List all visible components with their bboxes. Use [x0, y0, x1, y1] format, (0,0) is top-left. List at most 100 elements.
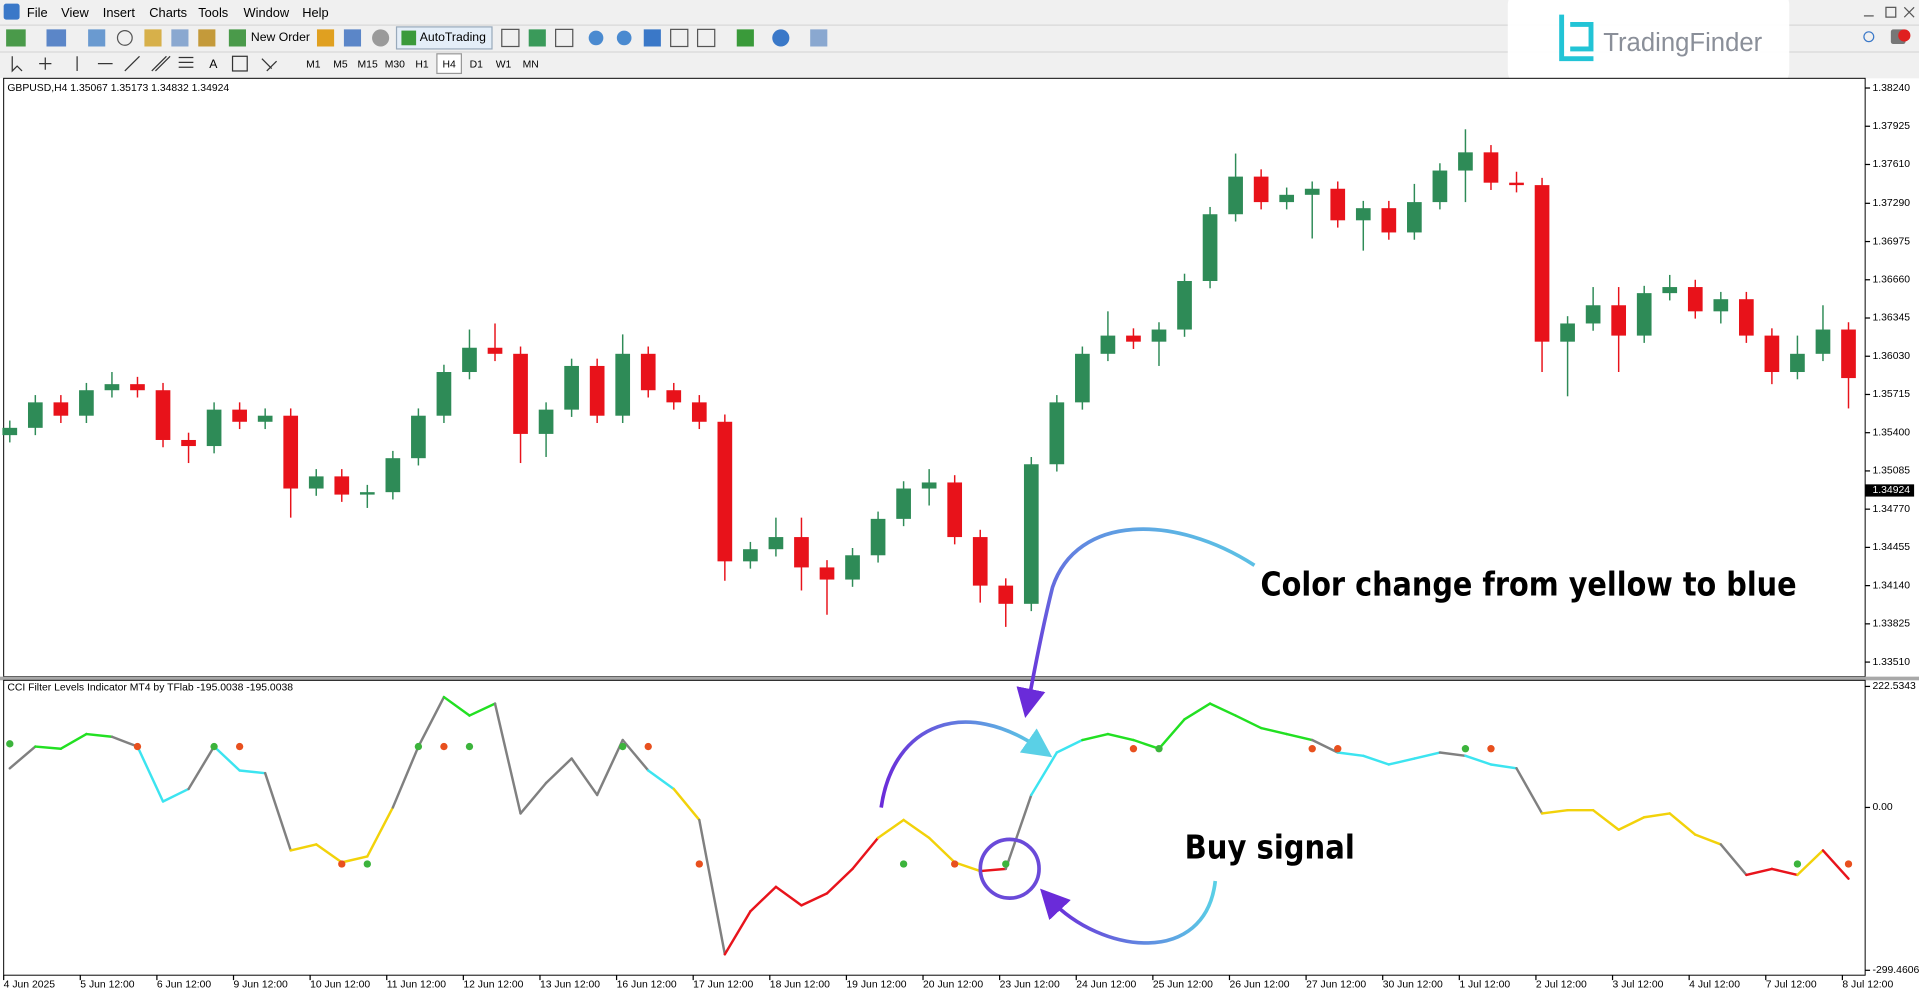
cci-segment: [876, 818, 905, 840]
x-tick-label: 9 Jun 12:00: [234, 980, 289, 991]
toolbar-icon[interactable]: [116, 29, 133, 46]
autotrading-button[interactable]: [395, 26, 493, 50]
menu-item[interactable]: Help: [302, 5, 328, 20]
label-tool[interactable]: [231, 55, 248, 72]
toolbar-icon[interactable]: [643, 29, 661, 47]
candle-body: [232, 409, 247, 422]
cci-segment: [1030, 751, 1059, 797]
cci-segment: [1413, 751, 1442, 760]
candle-body: [1636, 293, 1652, 336]
candle-body: [1739, 299, 1754, 336]
cci-segment: [1617, 816, 1646, 831]
y-tick-label: 1.34770: [1872, 504, 1910, 515]
toolbar-icon[interactable]: [528, 29, 546, 47]
x-tick-label: 10 Jun 12:00: [310, 980, 370, 991]
cci-segment: [953, 861, 982, 873]
candle-body: [921, 482, 937, 489]
toolbar-icon[interactable]: [316, 29, 335, 47]
cci-segment: [723, 910, 752, 956]
toolbar-icon[interactable]: [736, 29, 754, 47]
restore[interactable]: [1885, 6, 1897, 18]
toolbar-icon[interactable]: [6, 29, 26, 47]
cci-segment: [1438, 751, 1467, 758]
menu-item[interactable]: File: [27, 5, 48, 20]
cci-segment: [1642, 812, 1671, 819]
menu-item[interactable]: Insert: [103, 5, 136, 20]
pane-separator: [0, 676, 1919, 681]
candle-body: [436, 372, 452, 416]
indicator-chart: [6, 695, 1853, 956]
trendline-tool[interactable]: [124, 55, 140, 72]
candle-body: [462, 347, 477, 373]
timeframe-button[interactable]: M5: [333, 60, 348, 71]
toolbar-icon[interactable]: [696, 28, 716, 48]
cci-segment: [570, 757, 599, 797]
toolbar-icon[interactable]: [46, 29, 67, 47]
new-order-icon[interactable]: [228, 29, 246, 47]
channel-tool[interactable]: [151, 55, 171, 72]
timeframe-button[interactable]: H1: [415, 60, 429, 71]
menu-item[interactable]: Charts: [149, 5, 187, 20]
menu-bar: File View Insert Charts Tools Window Help: [27, 5, 329, 20]
logo-text: TradingFinder: [1603, 29, 1762, 57]
candle-body: [1560, 323, 1575, 342]
toolbar-icon[interactable]: [555, 28, 574, 48]
new-order-label[interactable]: New Order: [251, 30, 310, 44]
signal-dot: [1334, 745, 1342, 753]
cci-segment: [263, 771, 292, 852]
arrows-tool[interactable]: [261, 58, 278, 72]
signal-dot: [363, 860, 371, 868]
toolbar-icon[interactable]: [372, 29, 390, 47]
drawing-toolbar: A: [11, 55, 278, 73]
toolbar-icon[interactable]: [810, 29, 828, 47]
candle-body: [1509, 182, 1524, 186]
candle-body: [564, 365, 579, 410]
close[interactable]: [1903, 6, 1915, 18]
candle-body: [666, 390, 682, 403]
cci-segment: [468, 702, 497, 717]
timeframe-button[interactable]: M1: [306, 60, 321, 71]
text-tool[interactable]: A: [209, 57, 218, 71]
toolbar-icon[interactable]: [670, 28, 689, 48]
y-tick-label: 1.34140: [1872, 580, 1910, 591]
candle-body: [1841, 329, 1856, 379]
cci-segment: [979, 867, 1007, 873]
cci-segment: [340, 855, 369, 864]
toolbar-icon[interactable]: [144, 29, 162, 47]
timeframe-button[interactable]: H4: [443, 60, 457, 71]
cci-segment: [927, 836, 956, 864]
cursor-tool[interactable]: [11, 56, 23, 73]
fibo-tool[interactable]: [178, 56, 194, 68]
search[interactable]: [1863, 31, 1875, 43]
toolbar-icon[interactable]: [198, 29, 216, 47]
zoom-out[interactable]: [616, 30, 632, 46]
candle-body: [1432, 170, 1448, 203]
cci-segment: [1336, 751, 1365, 758]
timeframe-button[interactable]: W1: [496, 60, 512, 71]
autotrading-label[interactable]: AutoTrading: [420, 30, 486, 44]
timeframe-button[interactable]: M15: [358, 60, 378, 71]
x-tick-label: 11 Jun 12:00: [387, 980, 447, 991]
toolbar-icon[interactable]: [501, 28, 520, 48]
candle-body: [1100, 335, 1116, 354]
crosshair-tool[interactable]: [39, 57, 52, 70]
candle-body: [1075, 353, 1090, 403]
menu-item[interactable]: Window: [244, 5, 290, 20]
autotrading-icon: [401, 30, 417, 46]
toolbar-icon[interactable]: [343, 29, 362, 47]
timeframe-button[interactable]: M30: [385, 60, 405, 71]
timeframe-button[interactable]: MN: [523, 60, 539, 71]
toolbar-icon[interactable]: [772, 29, 790, 47]
candle-body: [768, 537, 784, 550]
x-tick-label: 30 Jun 12:00: [1383, 980, 1443, 991]
signal-dot: [899, 860, 908, 868]
menu-item[interactable]: View: [61, 5, 89, 20]
toolbar-icon[interactable]: [88, 29, 106, 47]
menu-item[interactable]: Tools: [198, 5, 228, 20]
zoom-in[interactable]: [588, 30, 604, 46]
timeframe-button[interactable]: D1: [470, 60, 484, 71]
app-icon: [3, 3, 20, 20]
candle-body: [1304, 188, 1320, 195]
toolbar-icon[interactable]: [171, 29, 189, 47]
candle-body: [972, 537, 988, 586]
